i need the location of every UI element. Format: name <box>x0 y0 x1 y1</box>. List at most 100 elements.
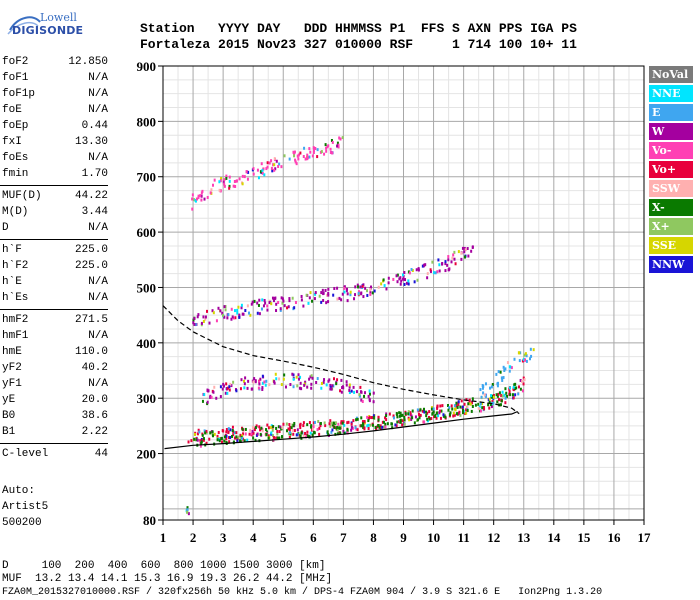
x-tick-label: 4 <box>250 530 257 545</box>
echo-point <box>236 308 239 312</box>
echo-point <box>308 296 311 300</box>
echo-point <box>377 423 380 427</box>
legend-item-ssw: SSW <box>649 180 693 197</box>
echo-point <box>187 440 190 444</box>
echo-point <box>323 152 326 156</box>
param-row: foF1 N/A <box>2 71 108 85</box>
echo-point <box>471 245 474 249</box>
echo-point <box>464 248 467 252</box>
echo-point <box>349 293 352 297</box>
echo-point <box>513 357 516 361</box>
echo-point <box>265 379 268 383</box>
echo-point <box>438 269 441 273</box>
echo-point <box>411 409 414 413</box>
echo-point <box>367 416 370 420</box>
param-label: yF2 <box>2 362 22 374</box>
echo-point <box>453 257 456 261</box>
legend-item-vo-: Vo- <box>649 142 693 159</box>
echo-point <box>461 405 464 409</box>
echo-point <box>291 429 294 433</box>
echo-point <box>302 304 305 308</box>
echo-point <box>502 376 505 380</box>
echo-point <box>309 431 312 435</box>
echo-point <box>235 389 238 393</box>
echo-point <box>261 386 264 390</box>
echo-point <box>218 188 221 192</box>
echo-point <box>422 407 425 411</box>
echo-point <box>281 301 284 305</box>
echo-point <box>426 276 429 280</box>
echo-point <box>270 166 273 170</box>
echo-point <box>385 414 388 418</box>
param-row: B1 2.22 <box>2 425 108 439</box>
echo-point <box>429 269 432 273</box>
echo-point <box>487 403 490 407</box>
echo-point <box>489 403 492 407</box>
echo-point <box>203 197 206 201</box>
legend-item-w: W <box>649 123 693 140</box>
echo-point <box>426 411 429 415</box>
echo-point <box>514 387 517 391</box>
echo-point <box>321 288 324 292</box>
echo-point <box>512 396 515 400</box>
echo-point <box>269 426 272 430</box>
echo-point <box>259 170 262 174</box>
echo-point <box>355 418 358 422</box>
echo-point <box>324 143 327 147</box>
echo-point <box>254 438 257 442</box>
echo-point <box>370 285 373 289</box>
echo-point <box>431 411 434 415</box>
echo-point <box>275 377 278 381</box>
echo-point <box>331 140 334 144</box>
echo-point <box>407 279 410 283</box>
echo-point <box>419 413 422 417</box>
echo-point <box>338 296 341 300</box>
echo-point <box>325 301 328 305</box>
echo-point <box>369 291 372 295</box>
echo-point <box>276 432 279 436</box>
echo-point <box>329 387 332 391</box>
echo-point <box>367 394 370 398</box>
echo-point <box>403 415 406 419</box>
echo-point <box>360 390 363 394</box>
echo-point <box>409 411 412 415</box>
echo-point <box>479 409 482 413</box>
echo-point <box>226 316 229 320</box>
x-tick-label: 15 <box>577 530 591 545</box>
echo-point <box>460 257 463 261</box>
echo-point <box>240 378 243 382</box>
echo-point <box>265 428 268 432</box>
echo-point <box>438 411 441 415</box>
echo-point <box>496 394 499 398</box>
echo-point <box>268 383 271 387</box>
echo-point <box>250 302 253 306</box>
echo-point <box>210 188 213 192</box>
echo-point <box>433 415 436 419</box>
echo-point <box>340 421 343 425</box>
echo-point <box>341 136 344 140</box>
echo-point <box>229 382 232 386</box>
echo-point <box>242 379 245 383</box>
echo-point <box>385 412 388 416</box>
echo-point <box>348 383 351 387</box>
echo-point <box>199 194 202 198</box>
y-tick-label: 900 <box>137 59 157 74</box>
echo-point <box>343 423 346 427</box>
echo-point <box>312 150 315 154</box>
echo-point <box>378 425 381 429</box>
echo-point <box>382 278 385 282</box>
echo-point <box>395 424 398 428</box>
echo-point <box>360 416 363 420</box>
echo-point <box>241 182 244 186</box>
echo-point <box>316 148 319 152</box>
echo-point <box>292 385 295 389</box>
echo-point <box>428 417 431 421</box>
echo-point <box>368 392 371 396</box>
echo-point <box>512 385 515 389</box>
echo-point <box>237 435 240 439</box>
echo-point <box>370 416 373 420</box>
param-value: N/A <box>88 222 108 234</box>
echo-point <box>508 390 511 394</box>
echo-point <box>426 272 429 276</box>
footer-muf-row: MUF 13.2 13.4 14.1 15.3 16.9 19.3 26.2 4… <box>2 573 333 585</box>
